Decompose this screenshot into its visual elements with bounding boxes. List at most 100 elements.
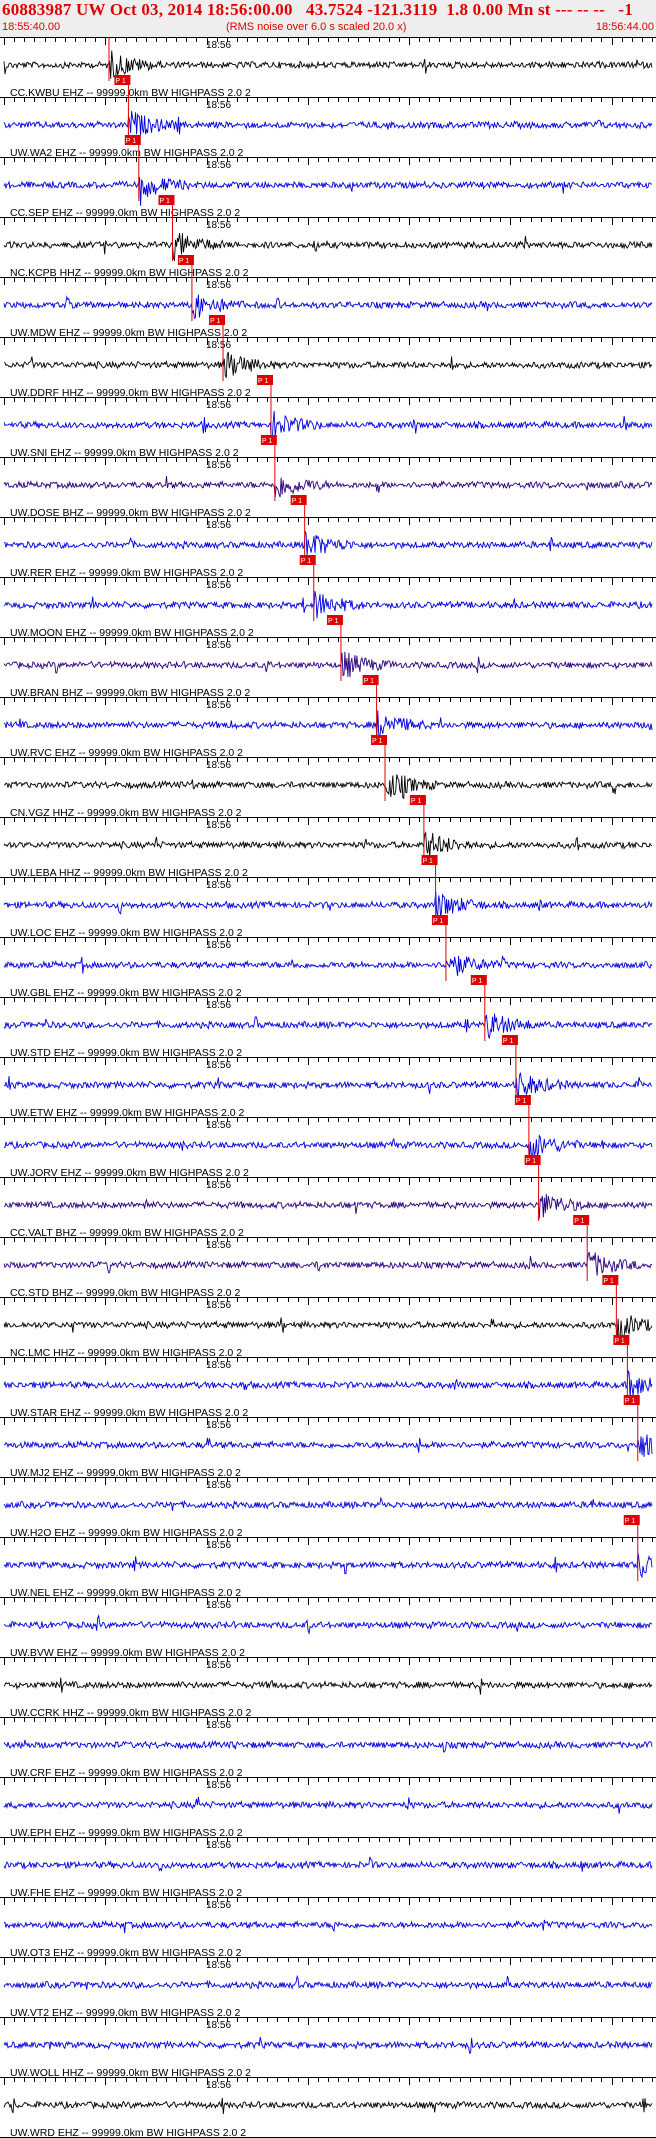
minute-label: 18:56 — [206, 1480, 231, 1491]
pick-label: P 1 — [574, 1218, 584, 1225]
pick-label: P 1 — [472, 978, 482, 985]
pick-label: P 1 — [516, 1098, 526, 1105]
minute-label: 18:56 — [206, 580, 231, 591]
station-label: UW.SNI EHZ -- 99999.0km BW HIGHPASS 2.0 … — [10, 447, 239, 459]
minute-label: 18:56 — [206, 40, 231, 51]
station-label: UW.LEBA HHZ -- 99999.0km BW HIGHPASS 2.0… — [10, 867, 248, 879]
station-label: UW.WA2 EHZ -- 99999.0km BW HIGHPASS 2.0 … — [10, 147, 244, 159]
pick-label: P 1 — [126, 138, 136, 145]
pick-label: P 1 — [526, 1158, 536, 1165]
pick-marker — [524, 1155, 541, 1165]
station-label: UW.WRD EHZ -- 99999.0km BW HIGHPASS 2.0 … — [10, 2127, 246, 2138]
pick-label: P 1 — [262, 438, 272, 445]
waveform — [3, 1251, 653, 1276]
station-label: UW.FHE EHZ -- 99999.0km BW HIGHPASS 2.0 … — [10, 1887, 242, 1899]
waveform — [3, 774, 653, 800]
waveform — [3, 831, 653, 858]
pick-marker — [124, 135, 141, 145]
minute-label: 18:56 — [206, 1780, 231, 1791]
pick-marker — [158, 195, 175, 205]
waveform — [3, 1434, 653, 1457]
station-label: UW.NEL EHZ -- 99999.0km BW HIGHPASS 2.0 … — [10, 1587, 241, 1599]
pick-marker — [371, 735, 388, 745]
pick-marker — [623, 1515, 640, 1525]
station-label: UW.RVC EHZ -- 99999.0km BW HIGHPASS 2.0 … — [10, 747, 243, 759]
minute-label: 18:56 — [206, 1420, 231, 1431]
pick-marker — [501, 1035, 518, 1045]
waveform — [3, 1013, 653, 1040]
minute-label: 18:56 — [206, 100, 231, 111]
waveform — [3, 2036, 653, 2054]
waveform — [3, 1315, 653, 1341]
waveform — [3, 294, 653, 320]
pick-label: P 1 — [328, 618, 338, 625]
minute-label: 18:56 — [206, 1840, 231, 1851]
minute-label: 18:56 — [206, 1720, 231, 1731]
minute-label: 18:56 — [206, 460, 231, 471]
station-label: UW.STAR EHZ -- 99999.0km BW HIGHPASS 2.0… — [10, 1407, 248, 1419]
minute-label: 18:56 — [206, 1000, 231, 1011]
pick-label: P 1 — [625, 1398, 635, 1405]
minute-label: 18:56 — [206, 400, 231, 411]
waveform — [3, 1796, 653, 1814]
station-label: CC.STD BHZ -- 99999.0km BW HIGHPASS 2.0 … — [10, 1287, 240, 1299]
pick-label: P 1 — [364, 678, 374, 685]
minute-label: 18:56 — [206, 160, 231, 171]
minute-label: 18:56 — [206, 940, 231, 951]
pick-label: P 1 — [301, 558, 311, 565]
pick-marker — [573, 1215, 590, 1225]
start-time: 18:55:40.00 — [2, 21, 61, 33]
pick-label: P 1 — [614, 1338, 624, 1345]
minute-label: 18:56 — [206, 1360, 231, 1371]
station-label: NC.KCPB HHZ -- 99999.0km BW HIGHPASS 2.0… — [10, 267, 249, 279]
station-label: UW.JORV EHZ -- 99999.0km BW HIGHPASS 2.0… — [10, 1167, 249, 1179]
station-label: UW.WOLL HHZ -- 99999.0km BW HIGHPASS 2.0… — [10, 2067, 251, 2079]
minute-label: 18:56 — [206, 340, 231, 351]
minute-label: 18:56 — [206, 1120, 231, 1131]
waveform — [3, 1974, 653, 1990]
waveform — [3, 176, 652, 206]
pick-marker — [602, 1275, 619, 1285]
minute-label: 18:56 — [206, 1240, 231, 1251]
pick-marker — [299, 555, 316, 565]
pick-marker — [260, 435, 277, 445]
waveform — [3, 1919, 653, 1934]
station-label: UW.BVW EHZ -- 99999.0km BW HIGHPASS 2.0 … — [10, 1647, 245, 1659]
waveform — [4, 351, 653, 379]
station-label: UW.STD EHZ -- 99999.0km BW HIGHPASS 2.0 … — [10, 1047, 242, 1059]
station-label: UW.MDW EHZ -- 99999.0km BW HIGHPASS 2.0 … — [10, 327, 247, 339]
pick-marker — [362, 675, 379, 685]
waveform — [3, 1134, 653, 1162]
station-label: UW.LOC EHZ -- 99999.0km BW HIGHPASS 2.0 … — [10, 927, 243, 939]
pick-label: P 1 — [625, 1518, 635, 1525]
pick-label: P 1 — [433, 918, 443, 925]
pick-label: P 1 — [179, 258, 189, 265]
station-label: UW.MOON EHZ -- 99999.0km BW HIGHPASS 2.0… — [10, 627, 254, 639]
page-title: 60883987 UW Oct 03, 2014 18:56:00.00 43.… — [2, 0, 633, 19]
station-label: UW.CRF EHZ -- 99999.0km BW HIGHPASS 2.0 … — [10, 1767, 243, 1779]
station-label: UW.OT3 EHZ -- 99999.0km BW HIGHPASS 2.0 … — [10, 1947, 242, 1959]
waveform — [3, 710, 653, 740]
pick-label: P 1 — [115, 78, 125, 85]
minute-label: 18:56 — [206, 1060, 231, 1071]
header-bar: 60883987 UW Oct 03, 2014 18:56:00.00 43.… — [0, 0, 656, 37]
station-label: UW.DDRF HHZ -- 99999.0km BW HIGHPASS 2.0… — [10, 387, 251, 399]
waveform — [3, 111, 653, 136]
waveform — [3, 1072, 653, 1098]
minute-label: 18:56 — [206, 700, 231, 711]
minute-label: 18:56 — [206, 2020, 231, 2031]
station-label: UW.VT2 EHZ -- 99999.0km BW HIGHPASS 2.0 … — [10, 2007, 240, 2019]
minute-label: 18:56 — [206, 1900, 231, 1911]
pick-label: P 1 — [292, 498, 302, 505]
pick-marker — [470, 975, 487, 985]
station-label: UW.EPH EHZ -- 99999.0km BW HIGHPASS 2.0 … — [10, 1827, 243, 1839]
pick-marker — [421, 855, 438, 865]
waveform — [3, 1677, 653, 1695]
waveform — [3, 1496, 653, 1512]
station-label: UW.H2O EHZ -- 99999.0km BW HIGHPASS 2.0 … — [10, 1527, 243, 1539]
station-label: UW.GBL EHZ -- 99999.0km BW HIGHPASS 2.0 … — [10, 987, 242, 999]
pick-label: P 1 — [503, 1038, 513, 1045]
pick-marker — [431, 915, 448, 925]
minute-label: 18:56 — [206, 1300, 231, 1311]
